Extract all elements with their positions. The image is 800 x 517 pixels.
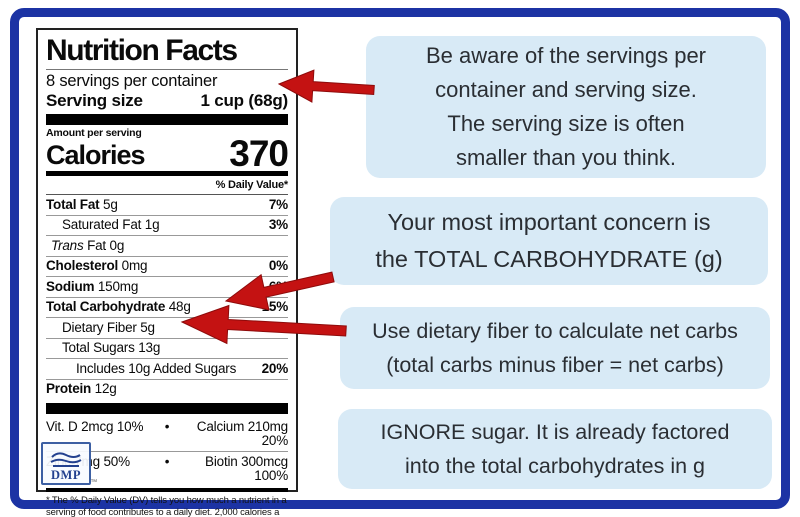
dmp-logo-text: DMP xyxy=(51,468,81,482)
callout-line: IGNORE sugar. It is already factored xyxy=(380,420,730,444)
calories-label: Calories xyxy=(46,140,146,170)
callout-serving-size: Be aware of the servings per container a… xyxy=(366,36,766,178)
divider-bar xyxy=(46,171,288,176)
serving-size-value: 1 cup (68g) xyxy=(200,91,288,110)
serving-size-label: Serving size xyxy=(46,91,143,110)
callout-total-carbohydrate: Your most important concern is the TOTAL… xyxy=(330,197,768,285)
nutrient-row-trans-fat: Trans Fat 0g xyxy=(46,235,288,256)
label-title: Nutrition Facts xyxy=(46,34,288,70)
nutrient-row-total-carbohydrate: Total Carbohydrate 48g 15% xyxy=(46,296,288,318)
serving-size-row: Serving size 1 cup (68g) xyxy=(46,91,288,110)
callout-line: (total carbs minus fiber = net carbs) xyxy=(386,353,724,377)
divider-bar xyxy=(46,403,288,414)
callout-line: Use dietary fiber to calculate net carbs xyxy=(372,319,738,343)
callout-line: container and serving size. xyxy=(435,77,697,102)
bullet-separator: • xyxy=(164,418,170,434)
nutrient-row-total-fat: Total Fat 5g 7% xyxy=(46,196,288,212)
dmp-logo: DMP ™ xyxy=(41,442,97,486)
nutrient-row-dietary-fiber: Dietary Fiber 5g 14% xyxy=(46,317,288,338)
nutrient-row-added-sugars: Includes 10g Added Sugars 20% xyxy=(46,358,288,379)
nutrition-label: Nutrition Facts 8 servings per container… xyxy=(36,28,298,517)
callout-line: the TOTAL CARBOHYDRATE (g) xyxy=(375,246,723,272)
callout-line: into the total carbohydrates in g xyxy=(405,454,705,478)
wave-boat-icon xyxy=(50,452,82,467)
bullet-separator: • xyxy=(164,453,170,469)
micronutrient-row-1: Vit. D 2mcg 10% • Calcium 210mg 20% xyxy=(46,418,288,448)
nutrient-row-total-sugars: Total Sugars 13g xyxy=(46,337,288,359)
callout-net-carbs: Use dietary fiber to calculate net carbs… xyxy=(340,307,770,389)
nutrient-rows: Total Fat 5g 7% Saturated Fat 1g 3% Tran… xyxy=(46,195,288,399)
divider-bar xyxy=(46,114,288,125)
nutrient-row-cholesterol: Cholesterol 0mg 0% xyxy=(46,255,288,277)
calories-row: Calories 370 xyxy=(46,133,289,174)
amount-per-serving-label: Amount per serving xyxy=(46,127,142,139)
daily-value-header: % Daily Value* xyxy=(46,178,288,195)
nutrient-row-protein: Protein 12g xyxy=(46,378,288,400)
daily-value-footnote: * The % Daily Value (DV) tells you how m… xyxy=(46,495,287,517)
nutrient-row-saturated-fat: Saturated Fat 1g 3% xyxy=(46,214,288,236)
nutrient-row-sodium: Sodium 150mg 6% xyxy=(46,276,288,297)
callout-line: smaller than you think. xyxy=(455,145,677,170)
divider-bar xyxy=(46,488,288,492)
callout-line: Your most important concern is xyxy=(387,209,711,235)
callout-line: The serving size is often xyxy=(447,111,685,136)
trademark-symbol: ™ xyxy=(90,479,97,486)
servings-per-container: 8 servings per container xyxy=(46,72,218,90)
callout-ignore-sugar: IGNORE sugar. It is already factored int… xyxy=(338,409,772,489)
callout-line: Be aware of the servings per xyxy=(425,43,707,68)
calories-value: 370 xyxy=(229,133,289,174)
